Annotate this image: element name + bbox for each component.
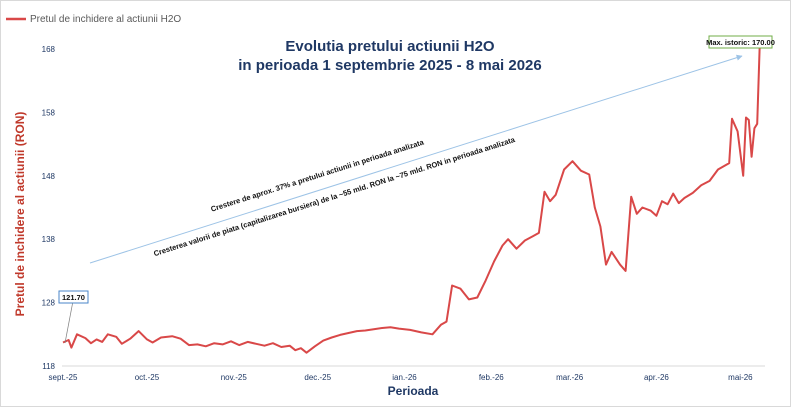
series-line: [62, 36, 761, 354]
price-series: [62, 36, 761, 354]
x-tick-label: oct.-25: [135, 373, 160, 382]
x-tick-label: sept.-25: [49, 373, 78, 382]
start-value-callout: 121.70: [58, 290, 89, 344]
y-axis-ticks: 118 128 138 148 158 168: [42, 45, 56, 371]
x-tick-label: feb.-26: [479, 373, 504, 382]
y-tick-label: 148: [42, 172, 56, 181]
max-callout-box: [708, 35, 773, 49]
trend-arrow: [89, 54, 743, 264]
x-axis-label: Perioada: [388, 384, 439, 398]
x-tick-label: dec.-25: [304, 373, 331, 382]
max-value-callout: Max. istoric: 170.00: [706, 35, 775, 49]
start-callout-leader: [64, 300, 74, 344]
start-callout-box: [58, 290, 89, 304]
x-tick-label: ian.-26: [392, 373, 417, 382]
market-cap-annotation: Cresterea valorii de piata (capitalizare…: [152, 135, 516, 258]
x-axis-ticks: sept.-25 oct.-25 nov.-25 dec.-25 ian.-26 feb.…: [49, 373, 754, 382]
chart-title-line2: in perioada 1 septembrie 2025 - 8 mai 20…: [238, 57, 542, 74]
y-tick-label: 168: [42, 45, 56, 54]
legend: Pretul de inchidere al actiunii H2O: [6, 14, 181, 25]
legend-label: Pretul de inchidere al actiunii H2O: [30, 14, 181, 25]
x-tick-label: apr.-26: [644, 373, 669, 382]
y-axis-label: Pretul de inchidere al actiunii (RON): [13, 112, 27, 317]
chart-title-line1: Evolutia pretului actiunii H2O: [285, 38, 495, 55]
y-tick-label: 138: [42, 235, 56, 244]
x-tick-label: mar.-26: [556, 373, 584, 382]
x-tick-label: mai-26: [728, 373, 753, 382]
y-tick-label: 128: [42, 299, 56, 308]
y-tick-label: 158: [42, 108, 56, 117]
x-tick-label: nov.-25: [221, 373, 248, 382]
max-callout-text: Max. istoric: 170.00: [706, 38, 775, 47]
start-callout-text: 121.70: [62, 293, 85, 302]
y-tick-label: 118: [42, 362, 55, 371]
